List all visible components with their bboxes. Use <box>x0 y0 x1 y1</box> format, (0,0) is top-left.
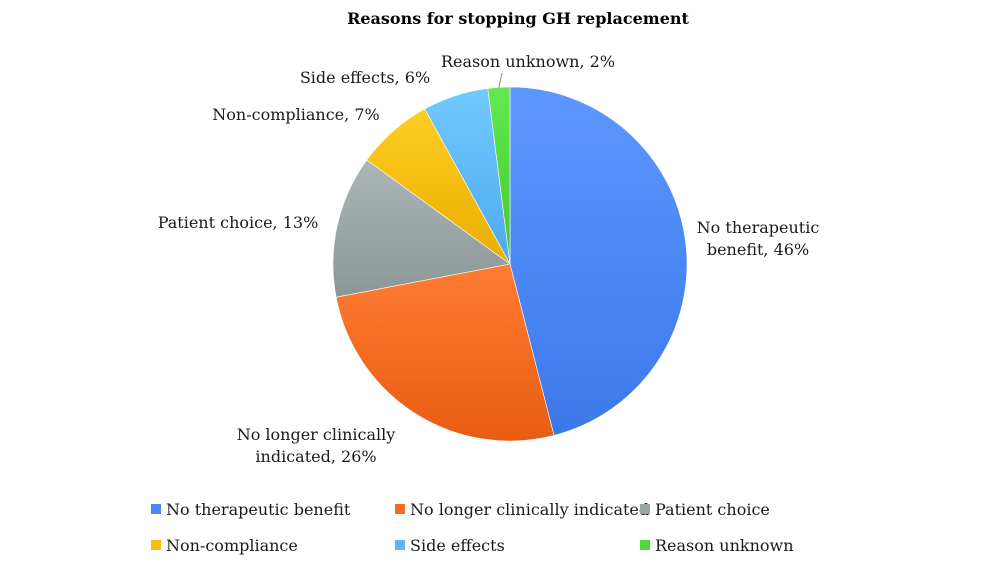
data-label-no-therapeutic-benefit: No therapeutic benefit, 46% <box>697 218 820 259</box>
legend-label-no-longer-clinically-indicated: No longer clinically indicated <box>410 500 649 519</box>
legend-label-reason-unknown: Reason unknown <box>655 536 794 555</box>
legend-item-reason-unknown: Reason unknown <box>640 536 794 555</box>
pie-slice-patient-choice <box>332 159 511 298</box>
data-label-patient-choice: Patient choice, 13% <box>158 213 319 232</box>
legend-swatch-side-effects <box>395 540 405 550</box>
pie-slice-no-therapeutic-benefit <box>509 86 688 436</box>
data-label-no-longer-clinically-indicated: No longer clinically indicated, 26% <box>237 425 396 466</box>
leader-line-reason-unknown <box>498 72 503 88</box>
legend-label-no-therapeutic-benefit: No therapeutic benefit <box>166 500 351 519</box>
chart-title: Reasons for stopping GH replacement <box>347 9 689 28</box>
legend-swatch-no-longer-clinically-indicated <box>395 504 405 514</box>
pie-slice-no-longer-clinically-indicated <box>335 263 555 442</box>
legend-item-side-effects: Side effects <box>395 536 505 555</box>
legend-label-side-effects: Side effects <box>410 536 505 555</box>
slice-labels: No therapeutic benefit, 46% No longer clin… <box>158 52 820 466</box>
data-label-side-effects: Side effects, 6% <box>300 68 430 87</box>
legend-item-patient-choice: Patient choice <box>640 500 770 519</box>
data-label-reason-unknown: Reason unknown, 2% <box>441 52 615 71</box>
pie-slices <box>332 86 688 442</box>
data-label-non-compliance: Non-compliance, 7% <box>212 105 379 124</box>
legend-swatch-non-compliance <box>151 540 161 550</box>
legend-item-no-longer-clinically-indicated: No longer clinically indicated <box>395 500 649 519</box>
legend-item-non-compliance: Non-compliance <box>151 536 298 555</box>
legend-swatch-no-therapeutic-benefit <box>151 504 161 514</box>
legend-item-no-therapeutic-benefit: No therapeutic benefit <box>151 500 351 519</box>
legend-label-non-compliance: Non-compliance <box>166 536 298 555</box>
pie-slice-reason-unknown <box>487 86 511 265</box>
legend-label-patient-choice: Patient choice <box>655 500 770 519</box>
legend-swatch-reason-unknown <box>640 540 650 550</box>
legend: No therapeutic benefit No longer clinical… <box>151 500 794 555</box>
legend-swatch-patient-choice <box>640 504 650 514</box>
